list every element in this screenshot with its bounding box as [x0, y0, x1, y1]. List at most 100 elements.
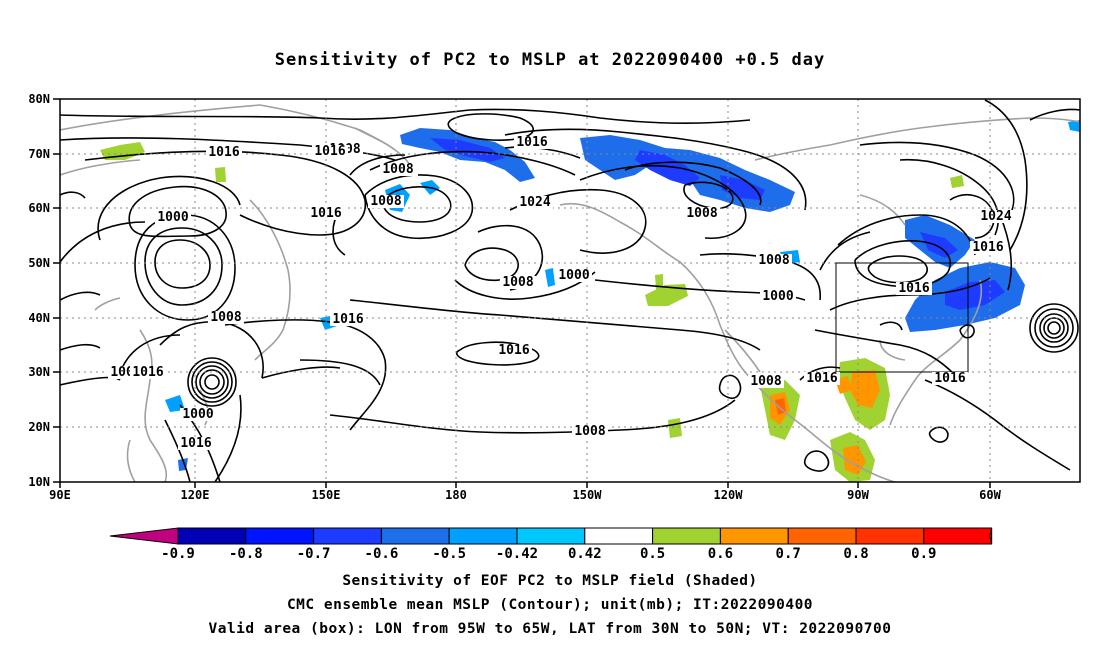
lat-tick-label: 30N [28, 365, 50, 379]
lat-tick-label: 10N [28, 475, 50, 489]
latitude-axis: 80N 70N 60N 50N 40N 30N 20N 10N [28, 92, 60, 489]
contour-label-bg [380, 163, 416, 176]
sensitivity-shading [100, 120, 1080, 482]
contour-label: 1008 [574, 424, 605, 439]
colorbar-tick-label: 0.42 [568, 546, 602, 562]
colorbar-segment [380, 527, 450, 545]
lon-tick-label: 150W [573, 488, 603, 502]
lat-tick-label: 20N [28, 420, 50, 434]
contour-label: 1016 [934, 371, 965, 386]
contour-label: 1016 [310, 206, 341, 221]
contour-label-bg [978, 210, 1014, 223]
contour-label: 1008 [758, 253, 789, 268]
lat-tick-label: 80N [28, 92, 50, 106]
contour-label-bg [496, 344, 532, 357]
colorbar-segment [245, 527, 315, 545]
contour-label: 1016 [806, 371, 837, 386]
colorbar-segment [516, 527, 586, 545]
colorbar-segment [584, 527, 654, 545]
contour-label: 1016 [332, 312, 363, 327]
contour-label: 1008 [502, 275, 533, 290]
lon-tick-label: 60W [979, 488, 1001, 502]
colorbar-arrow-right [989, 527, 993, 545]
contour-label-bg [206, 146, 242, 159]
footer-line-3: Valid area (box): LON from 95W to 65W, L… [208, 621, 892, 637]
contour-labels: 1016 1008 1000 1008 1000 1008 1016 1016 1008 1008… [108, 135, 1014, 451]
contour-label-bg [368, 195, 404, 208]
footer-line-2: CMC ensemble mean MSLP (Contour); unit(m… [286, 597, 814, 613]
contour-label-bg [178, 437, 214, 450]
contour-label: 1016 [208, 145, 239, 160]
contour-label-bg [896, 282, 932, 295]
contour-label-bg [748, 375, 784, 388]
contour-label-bg [804, 372, 840, 385]
contour-label: 1016 [516, 135, 547, 150]
contour-label-bg [308, 207, 344, 220]
colorbar-tick-label: -0.42 [496, 546, 538, 562]
contour-label-bg [756, 254, 792, 267]
contour-label: 1008 [370, 194, 401, 209]
lon-tick-label: 120E [181, 488, 210, 502]
contour-label-bg [514, 136, 550, 149]
contour-label-bg [180, 408, 216, 421]
colorbar-tick-label: -0.5 [432, 546, 466, 562]
contour-label-bg [500, 276, 536, 289]
plot-title: Sensitivity of PC2 to MSLP at 2022090400… [274, 50, 826, 70]
contour-label-bg [330, 313, 366, 326]
contour-label-bg [932, 372, 968, 385]
lon-tick-label: 90W [847, 488, 869, 502]
contour-label-bg [208, 311, 244, 324]
colorbar-segment [313, 527, 382, 545]
colorbar-tick-label: -0.6 [365, 546, 399, 562]
contour-label: 1016 [132, 365, 163, 380]
contour-label: 1008 [210, 310, 241, 325]
contour-label: 1008 [750, 374, 781, 389]
lon-tick-label: 180 [445, 488, 467, 502]
colorbar-segment [448, 527, 518, 545]
lon-tick-label: 120W [714, 488, 744, 502]
colorbar-segment [719, 527, 789, 545]
contour-label-bg [130, 366, 166, 379]
contour-label: 1016 [498, 343, 529, 358]
colorbar-segment [652, 527, 721, 545]
contour-label: 1000 [558, 268, 589, 283]
colorbar-tick-label: 0.9 [911, 546, 936, 562]
lat-tick-label: 50N [28, 256, 50, 270]
colorbar-tick-label: -0.8 [229, 546, 263, 562]
contour-label-bg [312, 145, 348, 158]
colorbar-segment [855, 527, 925, 545]
contour-label: 1016 [898, 281, 929, 296]
contour-label-bg [556, 269, 592, 282]
contour-label: 1024 [980, 209, 1011, 224]
lat-tick-label: 40N [28, 311, 50, 325]
colorbar-arrow-left [109, 527, 179, 545]
contour-label-bg [760, 290, 796, 303]
contour-label-bg [970, 241, 1006, 254]
contour-label: 1024 [519, 195, 550, 210]
contour-label: 1008 [382, 162, 413, 177]
colorbar-tick-label: -0.7 [297, 546, 331, 562]
lon-tick-label: 90E [49, 488, 71, 502]
colorbar: -0.9 -0.8 -0.7 -0.6 -0.5 -0.42 0.42 0.5 0.6 0.7 0.… [109, 527, 993, 562]
valid-area-box [835, 262, 969, 373]
colorbar-tick-label: -0.9 [161, 546, 195, 562]
lat-tick-label: 70N [28, 147, 50, 161]
contour-label: 1016 [972, 240, 1003, 255]
contour-label-bg [155, 211, 191, 224]
colorbar-tick-label: 0.8 [843, 546, 868, 562]
colorbar-segment [177, 527, 247, 545]
longitude-axis: 90E 120E 150E 180 150W 120W 90W 60W [49, 482, 1002, 502]
contour-label-bg [572, 425, 608, 438]
colorbar-segment [923, 527, 993, 545]
contour-label: 1008 [686, 206, 717, 221]
lon-tick-label: 150E [312, 488, 341, 502]
colorbar-tick-label: 0.7 [776, 546, 801, 562]
contour-label: 1000 [157, 210, 188, 225]
colorbar-tick-label: 0.5 [640, 546, 665, 562]
contour-label-bg [684, 207, 720, 220]
contour-label-bg [517, 196, 553, 209]
colorbar-segment [787, 527, 857, 545]
colorbar-tick-label: 0.6 [708, 546, 733, 562]
contour-label: 1016 [314, 144, 345, 159]
